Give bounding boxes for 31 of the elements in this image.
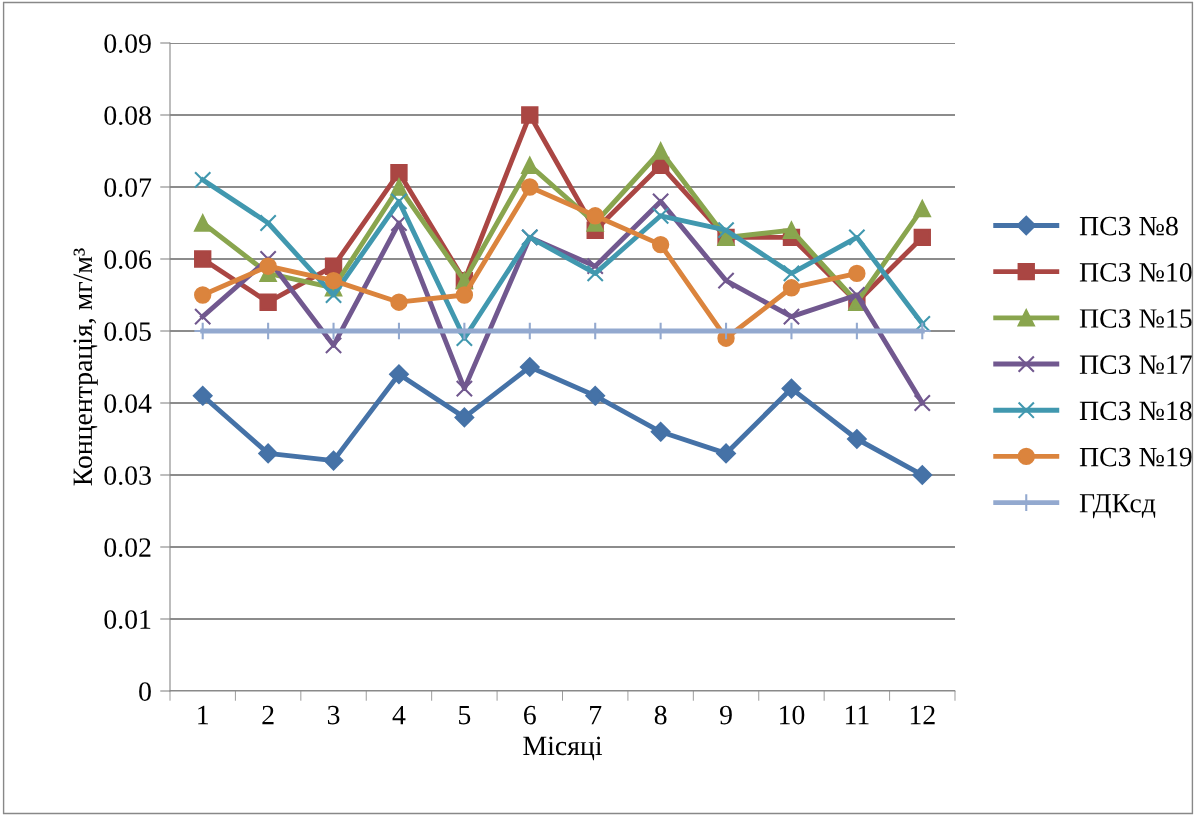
x-axis-title: Місяці — [523, 736, 603, 761]
x-tick-label: 2 — [262, 705, 274, 725]
x-tick-label: 6 — [524, 705, 536, 725]
y-tick-label: 0.09 — [104, 34, 151, 54]
x-tick-label: 1 — [198, 705, 208, 725]
x-tick-label: 9 — [719, 705, 732, 725]
x-tick-label: 12 — [910, 705, 935, 725]
x-tick-label: 10 — [780, 705, 805, 725]
legend-label: ПСЗ №18 — [1079, 401, 1192, 421]
x-tick-label: 3 — [327, 705, 340, 725]
y-tick-label: 0.06 — [104, 250, 152, 270]
x-tick-label: 5 — [459, 705, 471, 725]
x-tick-label: 4 — [392, 705, 406, 725]
y-tick-label: 0.08 — [104, 106, 151, 126]
legend-label: ПСЗ №8 — [1079, 216, 1178, 236]
x-tick-label: 8 — [654, 705, 667, 725]
legend-label: ГДКсд — [1079, 494, 1156, 519]
legend-label: ПСЗ №10 — [1079, 262, 1192, 282]
y-tick-label: 0.04 — [104, 394, 152, 414]
y-tick-label: 0.05 — [104, 322, 151, 342]
x-tick-label: 11 — [845, 705, 869, 725]
legend-label: ПСЗ №15 — [1079, 309, 1192, 328]
legend-label: ПСЗ №17 — [1079, 355, 1192, 375]
x-tick-label: 7 — [590, 705, 602, 725]
y-tick-label: 0.03 — [104, 466, 151, 486]
y-axis-title: Концентрація, мг/м³ — [73, 248, 98, 486]
y-tick-label: 0.07 — [104, 178, 152, 198]
legend-label: ПСЗ №19 — [1079, 447, 1192, 467]
y-tick-label: 0 — [139, 682, 151, 701]
y-tick-label: 0.01 — [104, 610, 151, 630]
y-tick-label: 0.02 — [104, 538, 151, 558]
